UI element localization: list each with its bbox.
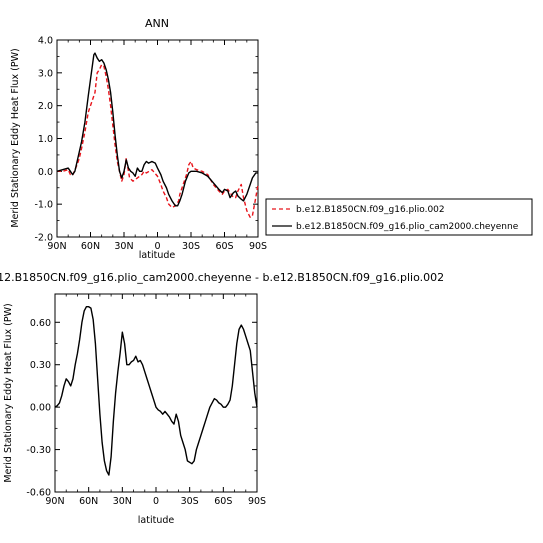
x-tick-label: 30S	[181, 496, 199, 507]
top-x-axis-label: latitude	[139, 250, 176, 261]
series-line-1	[56, 52, 258, 207]
top-chart-title: ANN	[145, 17, 169, 30]
bottom-y-axis-label: Merid Stationary Eddy Heat Flux (PW)	[3, 303, 14, 482]
x-tick-label: 90N	[45, 496, 64, 507]
series-line-0	[57, 63, 259, 218]
y-tick-label: -1.0	[34, 200, 53, 211]
bottom-plot-frame	[54, 293, 258, 493]
x-tick-label: 0	[153, 496, 159, 507]
bottom-chart: b.e12.B1850CN.f09_g16.plio_cam2000.cheye…	[0, 271, 444, 526]
x-tick-label: 60S	[215, 241, 233, 252]
x-tick-label: 60S	[214, 496, 232, 507]
y-tick-label: 3.0	[38, 68, 53, 79]
bottom-x-tick-labels: 90N 60N 30N 0 30S 60S 90S	[45, 496, 266, 507]
y-tick-label: -0.30	[26, 445, 51, 456]
top-plot-frame	[56, 39, 259, 238]
top-x-tick-labels: 90N 60N 30N 0 30S 60S 90S	[47, 241, 267, 252]
y-tick-label: 0.30	[30, 360, 51, 371]
bottom-series-lines	[54, 306, 258, 476]
y-tick-label: 0.00	[30, 403, 51, 414]
x-tick-label: 0	[154, 241, 160, 252]
y-tick-label: 4.0	[38, 36, 53, 47]
y-tick-label: 1.0	[38, 134, 53, 145]
bottom-x-axis-label: latitude	[138, 515, 175, 526]
x-tick-label: 30N	[113, 496, 132, 507]
bottom-ticks	[54, 294, 258, 493]
y-tick-label: 2.0	[38, 101, 53, 112]
y-tick-label: -0.60	[26, 488, 51, 499]
series-line-0	[54, 306, 258, 476]
bottom-y-tick-labels: -0.60 -0.30 0.00 0.30 0.60	[26, 318, 51, 499]
top-y-axis-label: Merid Stationary Eddy Heat Flux (PW)	[10, 48, 21, 227]
y-tick-label: -2.0	[34, 233, 53, 244]
x-tick-label: 30S	[182, 241, 200, 252]
legend-label-cam2000: b.e12.B1850CN.f09_g16.plio_cam2000.cheye…	[296, 222, 519, 232]
top-ticks	[56, 39, 259, 238]
x-tick-label: 30N	[114, 241, 133, 252]
x-tick-label: 90S	[249, 241, 267, 252]
x-tick-label: 60N	[79, 496, 98, 507]
legend-label-plio: b.e12.B1850CN.f09_g16.plio.002	[296, 205, 445, 215]
top-y-tick-labels: -2.0 -1.0 0.0 1.0 2.0 3.0 4.0	[34, 36, 53, 244]
top-chart: ANN 90N 60N 30N 0 30S 60S 90S -2.0 -1.0 0.0 1.0 2.…	[10, 17, 267, 261]
y-tick-label: 0.0	[38, 167, 53, 178]
x-tick-label: 90N	[47, 241, 66, 252]
x-tick-label: 90S	[248, 496, 266, 507]
y-tick-label: 0.60	[30, 318, 51, 329]
x-tick-label: 60N	[81, 241, 100, 252]
bottom-chart-title: b.e12.B1850CN.f09_g16.plio_cam2000.cheye…	[0, 271, 444, 284]
top-series-lines	[56, 52, 259, 218]
legend-box	[265, 198, 533, 236]
legend: b.e12.B1850CN.f09_g16.plio.002 b.e12.B18…	[265, 198, 533, 236]
